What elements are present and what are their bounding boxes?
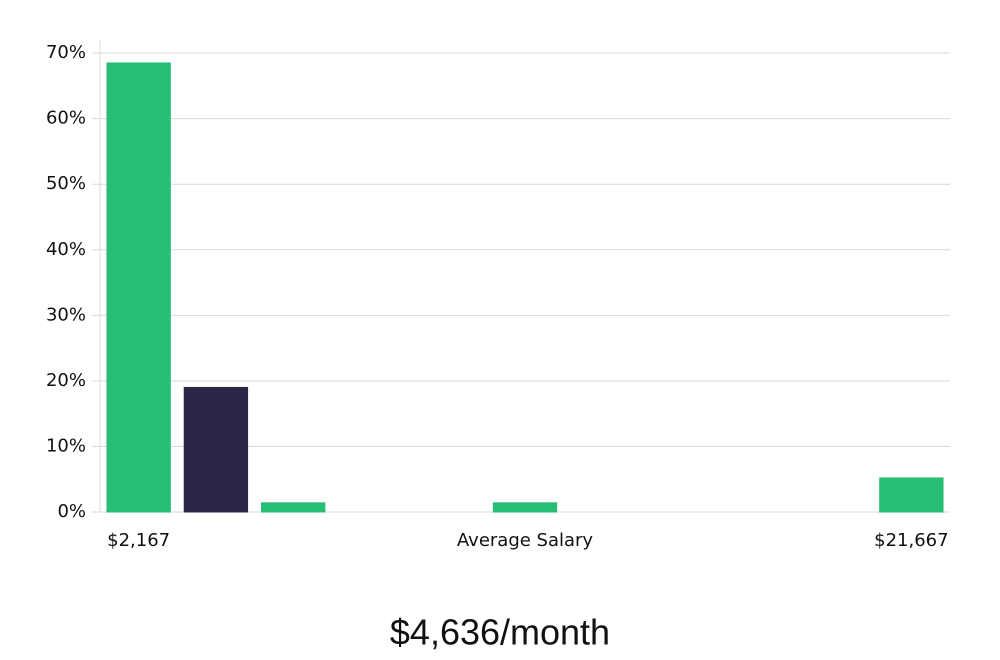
bar bbox=[261, 502, 326, 513]
y-tick-label: 70% bbox=[46, 42, 86, 63]
y-tick-label: 60% bbox=[46, 108, 86, 129]
x-tick-label: $21,667 bbox=[874, 530, 948, 551]
bar bbox=[106, 62, 171, 513]
bar bbox=[183, 386, 249, 513]
y-tick-label: 20% bbox=[46, 370, 86, 391]
y-tick-label: 30% bbox=[46, 304, 86, 325]
x-tick-label: $2,167 bbox=[107, 530, 170, 551]
bar bbox=[879, 477, 944, 513]
y-tick-label: 0% bbox=[57, 501, 86, 522]
y-tick-label: 10% bbox=[46, 435, 86, 456]
bar bbox=[492, 502, 558, 513]
y-tick-label: 40% bbox=[46, 239, 86, 260]
x-axis-label: Average Salary bbox=[457, 530, 594, 551]
y-tick-label: 50% bbox=[46, 173, 86, 194]
chart-subtitle: $4,636/month bbox=[390, 612, 610, 653]
